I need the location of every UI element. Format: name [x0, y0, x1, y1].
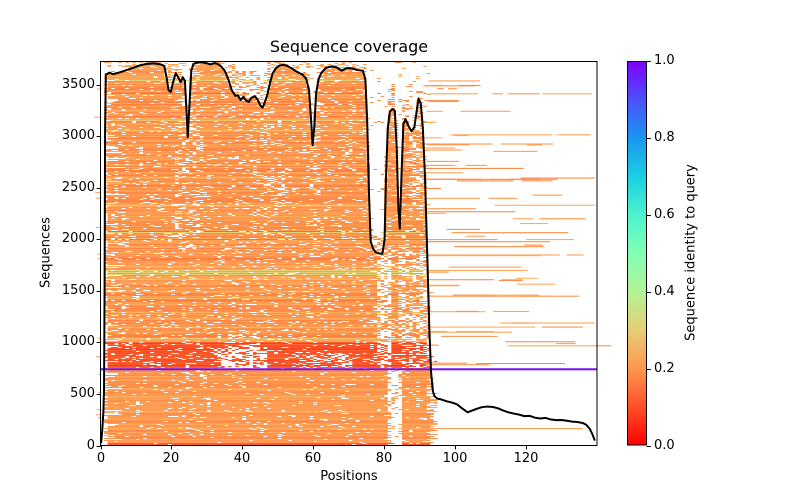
colorbar-tick-label: 0.2: [654, 361, 675, 376]
y-tick-label: 2000: [61, 231, 95, 246]
colorbar-label: Sequence identity to query: [683, 164, 699, 341]
x-tick-label: 60: [304, 451, 322, 466]
colorbar-tick-label: 0.8: [654, 130, 675, 145]
x-tick-label: 0: [96, 451, 106, 466]
x-axis-label: Positions: [320, 469, 378, 484]
x-tick-label: 20: [162, 451, 180, 466]
y-tick-label: 0: [86, 438, 95, 453]
colorbar-tick-label: 0.6: [654, 207, 675, 222]
colorbar-tick-label: 0.4: [654, 284, 675, 299]
x-tick-label: 100: [442, 451, 468, 466]
x-tick-label: 120: [513, 451, 539, 466]
chart-title: Sequence coverage: [269, 37, 429, 56]
y-tick-label: 3000: [61, 128, 95, 143]
x-tick-label: 80: [375, 451, 393, 466]
y-tick-label: 500: [70, 386, 95, 401]
y-tick-label: 2500: [61, 180, 95, 195]
colorbar-tick-label: 0.0: [654, 438, 675, 453]
colorbar-tick-label: 1.0: [654, 53, 675, 68]
x-tick-label: 40: [233, 451, 251, 466]
y-tick-label: 1000: [61, 334, 95, 349]
y-tick-label: 3500: [61, 77, 95, 92]
y-tick-label: 1500: [61, 283, 95, 298]
